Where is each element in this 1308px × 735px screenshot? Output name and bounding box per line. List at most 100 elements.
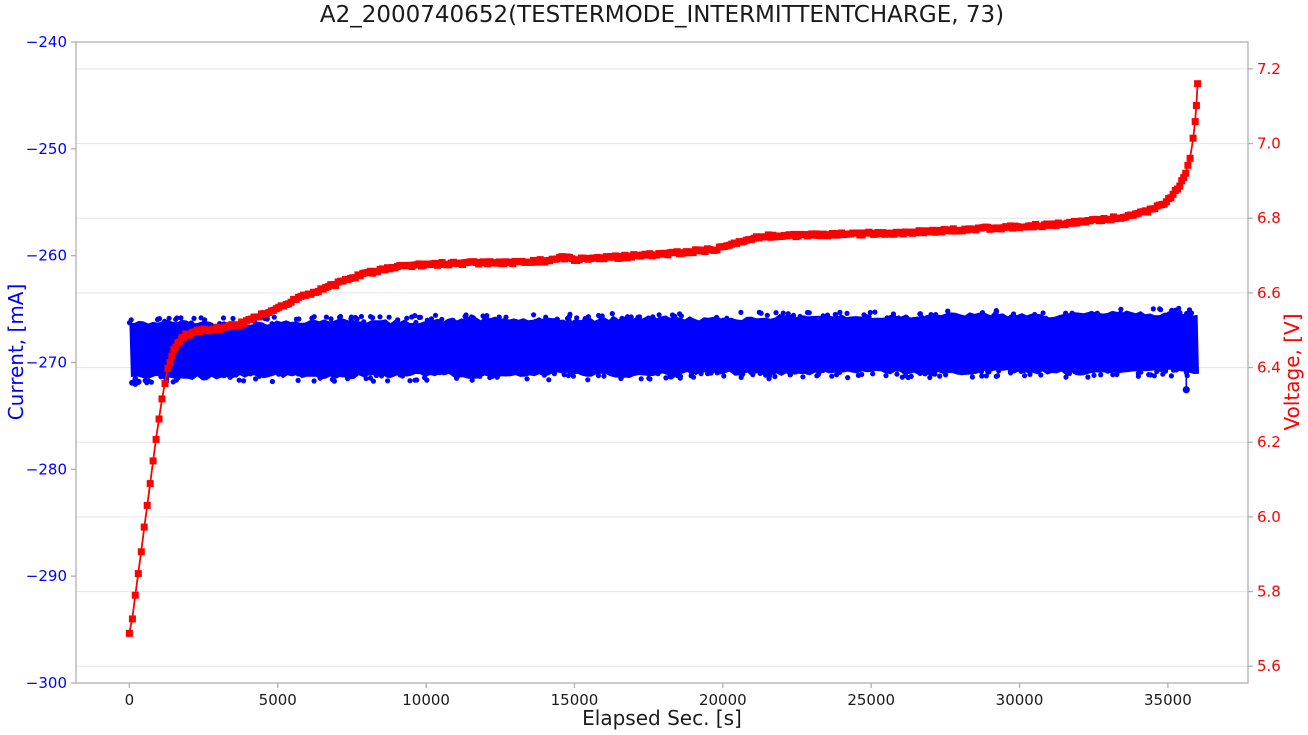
current-point — [1008, 314, 1014, 320]
current-point — [157, 371, 164, 377]
current-point — [645, 315, 652, 321]
y-left-tick-label: −290 — [26, 567, 67, 585]
current-point — [1184, 310, 1190, 317]
current-point — [1073, 368, 1079, 374]
current-point — [1082, 368, 1088, 374]
y-right-tick-label: 5.8 — [1257, 583, 1281, 601]
current-point — [780, 310, 786, 316]
current-point — [787, 372, 793, 378]
current-point — [766, 376, 772, 382]
current-point — [1027, 371, 1033, 377]
voltage-marker — [1182, 169, 1190, 177]
current-point — [1105, 368, 1111, 374]
current-point — [566, 313, 573, 320]
current-point — [469, 373, 475, 379]
voltage-marker — [164, 365, 172, 372]
current-point — [763, 367, 769, 373]
current-point — [969, 374, 976, 380]
current-point — [883, 373, 889, 379]
voltage-marker — [1180, 174, 1188, 182]
current-point — [672, 369, 678, 375]
current-point — [1177, 310, 1183, 316]
current-point — [1022, 373, 1028, 379]
current-point — [412, 313, 418, 319]
current-point — [330, 372, 336, 378]
current-point — [269, 378, 275, 385]
current-point — [905, 374, 911, 381]
voltage-marker — [137, 548, 145, 556]
current-point — [1066, 370, 1073, 376]
current-point — [1176, 305, 1182, 311]
current-point — [570, 373, 577, 379]
current-point — [863, 316, 869, 322]
current-point — [370, 315, 376, 321]
current-point — [633, 319, 639, 325]
current-point — [264, 316, 270, 322]
current-point — [437, 369, 443, 376]
current-point — [139, 321, 146, 327]
current-point — [1091, 372, 1097, 378]
current-point — [867, 309, 873, 316]
current-point — [1112, 314, 1118, 320]
current-point — [420, 368, 426, 375]
current-point — [705, 370, 711, 376]
current-point — [155, 316, 161, 322]
current-point — [186, 373, 192, 379]
current-point — [647, 376, 653, 382]
current-point — [610, 316, 616, 322]
current-point — [256, 373, 262, 379]
current-point — [546, 377, 552, 383]
current-point — [298, 323, 305, 329]
current-point — [469, 377, 475, 383]
voltage-marker — [1169, 190, 1177, 198]
current-point — [1168, 373, 1174, 379]
current-point — [288, 370, 294, 376]
y-left-tick-label: −280 — [26, 460, 67, 478]
current-point — [585, 314, 592, 320]
current-point — [837, 369, 843, 375]
current-point — [928, 312, 934, 318]
current-point — [414, 377, 420, 383]
current-point — [677, 375, 683, 381]
current-point — [1098, 372, 1104, 378]
current-point — [937, 373, 943, 379]
current-point — [904, 315, 910, 321]
current-point — [565, 373, 572, 379]
current-point — [829, 373, 835, 379]
x-tick-label: 35000 — [1144, 691, 1192, 709]
current-point — [350, 373, 356, 379]
current-point — [857, 317, 863, 323]
current-point — [917, 311, 923, 317]
current-point — [165, 323, 171, 329]
current-point — [128, 317, 134, 323]
current-point — [494, 372, 500, 378]
current-point — [213, 373, 219, 379]
current-point — [1027, 366, 1033, 372]
current-point — [1118, 306, 1124, 312]
current-point — [361, 319, 367, 325]
current-point — [311, 378, 317, 384]
current-point — [560, 319, 566, 325]
current-point — [317, 375, 323, 381]
voltage-marker — [158, 395, 166, 403]
x-tick-label: 15000 — [551, 691, 599, 709]
voltage-marker — [166, 359, 174, 367]
current-point — [891, 366, 898, 372]
current-point — [543, 314, 549, 320]
current-point — [714, 316, 720, 322]
current-point — [933, 312, 939, 318]
current-point — [804, 309, 811, 316]
current-point — [655, 371, 661, 377]
current-point — [1040, 310, 1046, 316]
current-point — [554, 316, 560, 322]
current-point — [227, 374, 233, 380]
current-point — [598, 317, 604, 323]
current-point — [428, 316, 434, 322]
current-point — [995, 373, 1001, 379]
current-point — [1158, 307, 1164, 313]
current-point — [688, 373, 694, 379]
y-left-tick-label: −270 — [26, 354, 67, 372]
current-point — [337, 313, 344, 320]
current-point — [424, 317, 430, 323]
current-point — [480, 370, 486, 377]
